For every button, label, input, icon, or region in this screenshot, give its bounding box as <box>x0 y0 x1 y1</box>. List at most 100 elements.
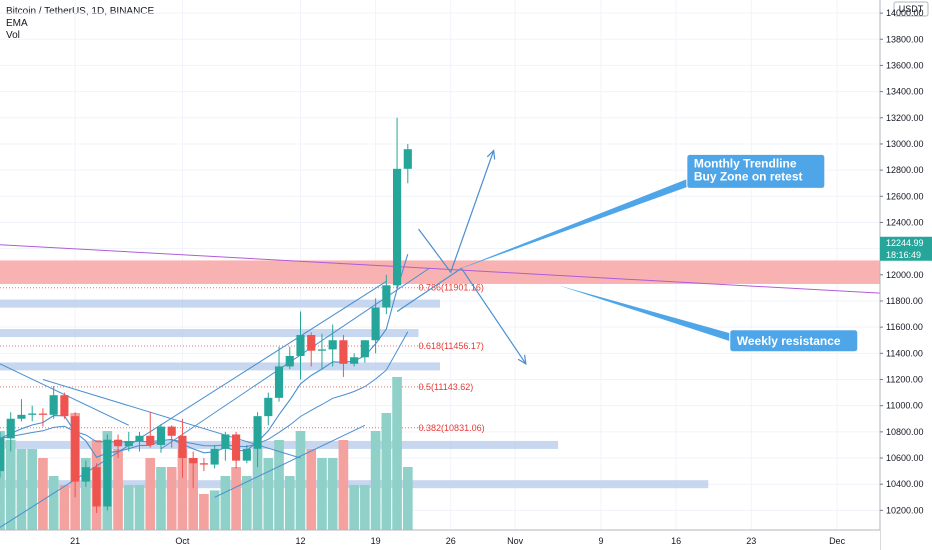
candle-body <box>350 357 359 364</box>
candle-body <box>360 340 369 358</box>
candle-body <box>81 467 90 482</box>
candle-body <box>307 335 316 351</box>
x-tick-label: 23 <box>746 536 756 546</box>
y-tick-label: 13000.00 <box>886 139 924 149</box>
candle-body <box>71 416 80 482</box>
candle-body <box>28 413 37 415</box>
time-axis-background <box>0 530 880 550</box>
volume-bar <box>402 467 413 530</box>
zones <box>0 260 880 489</box>
resistance-zone <box>0 260 880 284</box>
volume-bar <box>188 458 198 530</box>
volume-bar <box>252 449 263 530</box>
candle-body <box>146 435 155 445</box>
candle-body <box>328 340 337 350</box>
candle-body <box>17 414 26 419</box>
volume-bar <box>166 467 177 530</box>
candle-body <box>392 168 402 286</box>
x-tick-label: 12 <box>295 536 305 546</box>
candle-body <box>6 418 15 439</box>
x-tick-label: 21 <box>70 536 80 546</box>
candle-body <box>253 416 262 449</box>
legend-vol: Vol <box>6 30 20 41</box>
y-tick-label: 12800.00 <box>886 165 924 175</box>
volume-bar <box>360 485 370 530</box>
candle-body <box>167 426 176 436</box>
fib-level-label: 0.382(10831.06) <box>419 423 485 433</box>
y-tick-label: 11800.00 <box>886 296 923 306</box>
fib-level-label: 0.786(11901.16) <box>419 283 484 293</box>
volume-bar <box>59 485 70 530</box>
volume-bar <box>38 458 48 530</box>
rising-trendline <box>214 424 366 498</box>
volume-bar <box>274 440 284 530</box>
currency-box <box>893 1 929 17</box>
volume-bar <box>27 449 38 530</box>
volume-bar <box>5 440 16 530</box>
currency-label: USDT <box>899 4 924 14</box>
callout-box <box>729 329 859 353</box>
monthly-trendline <box>0 244 881 294</box>
y-tick-label: 13600.00 <box>886 60 924 70</box>
support-zone <box>0 480 709 489</box>
y-tick-label: 11200.00 <box>886 375 923 385</box>
candle-body <box>317 349 327 351</box>
time-axis[interactable]: 21 Oct 12 19 26 Nov 9 16 23 Dec <box>0 529 880 550</box>
candle-body <box>296 335 305 356</box>
volume-bar <box>209 490 220 530</box>
countdown-label: 18:16:49 <box>886 250 921 260</box>
volume-bar <box>231 467 241 530</box>
volume-bar <box>327 458 338 530</box>
volume-bar <box>295 431 306 530</box>
fib-levels: 0.786(11901.16) 0.618(11456.17) 0.5(11143.… <box>0 283 485 433</box>
volume-bar <box>156 467 166 530</box>
candle-body <box>199 463 208 465</box>
volume-bar <box>199 494 209 530</box>
candle-body <box>60 395 69 417</box>
price-axis[interactable]: USDT 10200.00 10400.00 10600.00 10800.00 1100… <box>879 0 932 550</box>
support-zone <box>0 299 440 308</box>
volume-bar <box>81 458 91 530</box>
candle-body <box>113 439 123 447</box>
candle-body <box>285 355 294 367</box>
candle-body <box>189 458 198 464</box>
candle-body <box>264 397 273 417</box>
y-tick-label: 14000.00 <box>886 8 924 18</box>
candle-body <box>339 340 348 364</box>
candle-body <box>135 435 144 442</box>
candles <box>0 117 412 513</box>
candle-body <box>49 395 58 415</box>
y-tick-label: 10800.00 <box>886 427 924 437</box>
candle-body <box>178 435 187 459</box>
volume-bar <box>113 449 123 530</box>
y-tick-label: 11000.00 <box>886 401 923 411</box>
candle-body <box>103 439 112 507</box>
candle-body <box>221 434 230 449</box>
volume-bar <box>242 476 252 530</box>
last-price-tag <box>880 236 932 261</box>
last-price-label: 12244.99 <box>886 238 924 248</box>
candle-body <box>274 366 284 398</box>
legend-title: Bitcoin / TetherUS, 1D, BINANCE <box>6 6 155 17</box>
y-tick-label: 10200.00 <box>886 505 924 515</box>
x-tick-label: 19 <box>371 536 381 546</box>
candle-body <box>92 467 101 507</box>
x-tick-label: 26 <box>446 536 456 546</box>
volume-bar <box>123 485 134 530</box>
fib-level-label: 0.618(11456.17) <box>419 341 484 351</box>
ema-line <box>0 331 409 448</box>
projection-up <box>418 150 495 274</box>
volume-bar <box>349 485 359 530</box>
volume-bar <box>16 449 27 530</box>
volume-bar <box>392 377 402 530</box>
support-zone <box>0 362 440 371</box>
candle-body <box>156 426 166 445</box>
y-tick-label: 13800.00 <box>886 34 924 44</box>
x-tick-label: 9 <box>598 536 603 546</box>
y-tick-label: 11600.00 <box>886 322 923 332</box>
volume-bar <box>370 431 381 530</box>
volume-bar <box>317 458 327 530</box>
candle-body <box>382 285 391 308</box>
volume-bar <box>134 485 145 530</box>
